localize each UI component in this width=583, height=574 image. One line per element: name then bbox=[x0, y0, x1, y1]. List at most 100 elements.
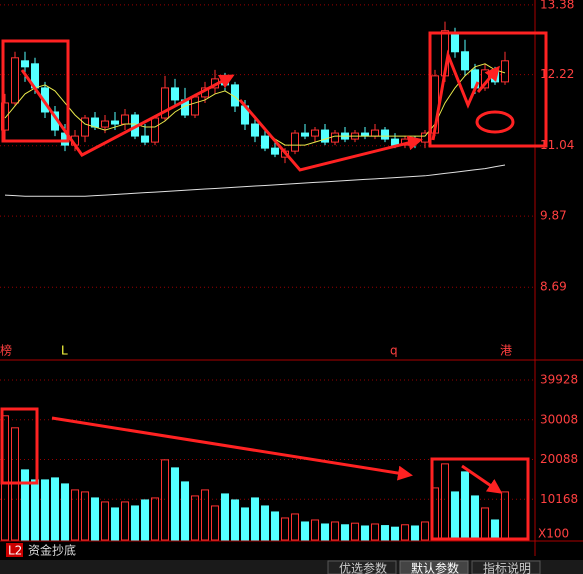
y-tick-label: 9.87 bbox=[540, 209, 567, 223]
y-tick-label: 8.69 bbox=[540, 280, 567, 294]
volume-bar bbox=[481, 507, 489, 541]
highlight-box bbox=[1, 39, 70, 143]
y-tick-label: 13.38 bbox=[540, 0, 574, 11]
arrow bbox=[431, 49, 480, 141]
candle-body bbox=[321, 129, 329, 143]
candle-body bbox=[501, 60, 509, 83]
volume-bar bbox=[421, 521, 429, 541]
volume-bar bbox=[311, 519, 319, 541]
marker-label: 港 bbox=[500, 344, 512, 358]
volume-bar bbox=[451, 491, 459, 541]
y-tick-label: 12.22 bbox=[540, 67, 574, 81]
volume-bar bbox=[71, 489, 79, 541]
candle-body bbox=[151, 117, 159, 143]
tab-label[interactable]: 默认参数 bbox=[411, 561, 459, 574]
candle-body bbox=[331, 132, 339, 143]
volume-bar bbox=[351, 522, 359, 541]
arrow bbox=[51, 416, 413, 481]
volume-bar bbox=[271, 511, 279, 541]
candle-body bbox=[21, 60, 29, 68]
candle-body bbox=[421, 132, 429, 143]
volume-bar bbox=[381, 525, 389, 541]
volume-bar bbox=[461, 471, 469, 541]
volume-bar bbox=[441, 463, 449, 541]
volume-bar bbox=[221, 493, 229, 541]
volume-bar bbox=[261, 505, 269, 541]
volume-unit: X100 bbox=[538, 527, 569, 541]
volume-bar bbox=[201, 489, 209, 541]
volume-bar bbox=[151, 497, 159, 541]
candle-body bbox=[81, 117, 89, 137]
volume-bar bbox=[301, 521, 309, 541]
marker-label: L bbox=[61, 344, 68, 358]
volume-bar bbox=[371, 523, 379, 541]
tab[interactable] bbox=[327, 560, 397, 574]
highlight-box bbox=[430, 457, 530, 541]
marker-label: q bbox=[390, 344, 398, 358]
volume-bar bbox=[411, 525, 419, 541]
volume-bar bbox=[101, 501, 109, 541]
candle-body bbox=[271, 147, 279, 155]
tab-label[interactable]: 优选参数 bbox=[339, 561, 387, 574]
arrow bbox=[461, 464, 503, 494]
tab-label[interactable]: 指标说明 bbox=[483, 561, 531, 574]
candle-body bbox=[371, 129, 379, 137]
moving-average bbox=[4, 164, 506, 197]
volume-bar bbox=[121, 501, 129, 541]
volume-bar bbox=[131, 505, 139, 541]
annotations bbox=[0, 31, 548, 541]
volume-bar bbox=[401, 524, 409, 541]
candle-body bbox=[171, 87, 179, 101]
candle-body bbox=[251, 123, 259, 137]
volume-bar bbox=[191, 495, 199, 541]
arrow bbox=[20, 69, 235, 157]
volume-bar bbox=[211, 505, 219, 541]
volume-bar bbox=[61, 483, 69, 541]
y-tick-label: 39928 bbox=[540, 373, 578, 387]
candle-body bbox=[231, 84, 239, 107]
volume-bar bbox=[21, 469, 29, 541]
y-tick-label: 10168 bbox=[540, 492, 578, 506]
volume-bar bbox=[141, 499, 149, 541]
volume-bar bbox=[251, 497, 259, 541]
y-tick-label: 11.04 bbox=[540, 138, 574, 152]
candle-body bbox=[111, 120, 119, 125]
candle-body bbox=[451, 33, 459, 53]
indicator-name: 资金抄底 bbox=[28, 543, 76, 558]
candle-body bbox=[461, 51, 469, 71]
volume-bar bbox=[341, 524, 349, 541]
candle-body bbox=[191, 96, 199, 116]
volume-bar bbox=[321, 523, 329, 541]
candle-body bbox=[261, 135, 269, 149]
volume-bar bbox=[391, 526, 399, 541]
y-tick-label: 30008 bbox=[540, 412, 578, 426]
volume-bar bbox=[31, 479, 39, 541]
volume-bar bbox=[291, 513, 299, 541]
indicator-code: L2 bbox=[8, 544, 22, 558]
volume-bar bbox=[41, 479, 49, 541]
candle-body bbox=[381, 129, 389, 140]
y-tick-label: 20088 bbox=[540, 452, 578, 466]
marker-label: 榜 bbox=[0, 343, 12, 358]
volume-bar bbox=[241, 507, 249, 541]
candle-body bbox=[121, 114, 129, 125]
volume-bar bbox=[111, 507, 119, 541]
volume-bar bbox=[171, 467, 179, 541]
indicator-badge bbox=[6, 543, 23, 557]
candle-body bbox=[161, 87, 169, 119]
volume-bar bbox=[471, 495, 479, 541]
highlight-box bbox=[428, 31, 548, 148]
candle-body bbox=[101, 120, 109, 128]
tab[interactable] bbox=[399, 560, 469, 574]
volume-bar bbox=[51, 477, 59, 541]
volume-bar bbox=[331, 521, 339, 541]
volume-bar bbox=[491, 519, 499, 541]
tab[interactable] bbox=[471, 560, 541, 574]
highlight-ellipse bbox=[475, 110, 515, 134]
arrow bbox=[476, 65, 500, 93]
volume-bar bbox=[161, 459, 169, 541]
candle-body bbox=[301, 132, 309, 137]
volume-bar bbox=[361, 525, 369, 541]
candle-body bbox=[291, 132, 299, 152]
